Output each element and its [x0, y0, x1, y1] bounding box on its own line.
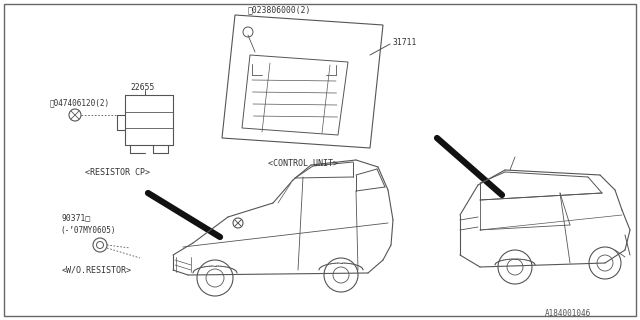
- Text: A184001046: A184001046: [545, 308, 591, 317]
- Text: 22655: 22655: [130, 83, 154, 92]
- Text: <W/O.RESISTOR>: <W/O.RESISTOR>: [62, 266, 132, 275]
- Text: <RESISTOR CP>: <RESISTOR CP>: [85, 167, 150, 177]
- Text: <CONTROL UNIT>: <CONTROL UNIT>: [268, 158, 338, 167]
- Text: (-’07MY0605): (-’07MY0605): [60, 226, 115, 235]
- Text: 31711: 31711: [393, 37, 417, 46]
- Text: Ⓢ047406120(2): Ⓢ047406120(2): [50, 99, 110, 108]
- Text: 90371□: 90371□: [62, 213, 92, 222]
- Text: ⓝ023806000(2): ⓝ023806000(2): [248, 5, 312, 14]
